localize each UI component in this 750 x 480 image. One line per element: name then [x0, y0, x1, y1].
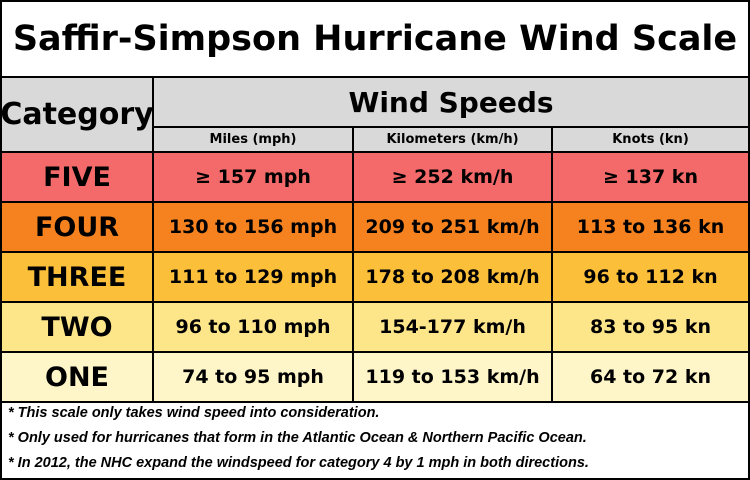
mph-value: 96 to 110 mph	[154, 303, 354, 353]
kn-value: 64 to 72 kn	[553, 353, 748, 403]
mph-value: ≥ 157 mph	[154, 153, 354, 203]
kn-value: 113 to 136 kn	[553, 203, 748, 253]
page-title: Saffir-Simpson Hurricane Wind Scale	[2, 2, 748, 78]
unit-header-kmh: Kilometers (km/h)	[354, 128, 553, 153]
category-label: THREE	[2, 253, 154, 303]
footnotes: * This scale only takes wind speed into …	[2, 403, 748, 478]
category-label: FIVE	[2, 153, 154, 203]
table-row: FOUR 130 to 156 mph 209 to 251 km/h 113 …	[2, 203, 748, 253]
kn-value: 96 to 112 kn	[553, 253, 748, 303]
kmh-value: 119 to 153 km/h	[354, 353, 553, 403]
mph-value: 130 to 156 mph	[154, 203, 354, 253]
mph-value: 74 to 95 mph	[154, 353, 354, 403]
footnote: * This scale only takes wind speed into …	[8, 405, 380, 421]
category-header: Category	[0, 78, 154, 153]
kmh-value: ≥ 252 km/h	[354, 153, 553, 203]
kmh-value: 209 to 251 km/h	[354, 203, 553, 253]
table-row: TWO 96 to 110 mph 154-177 km/h 83 to 95 …	[2, 303, 748, 353]
table-row: FIVE ≥ 157 mph ≥ 252 km/h ≥ 137 kn	[2, 153, 748, 203]
mph-value: 111 to 129 mph	[154, 253, 354, 303]
kn-value: ≥ 137 kn	[553, 153, 748, 203]
footnote: * In 2012, the NHC expand the windspeed …	[8, 455, 589, 471]
kn-value: 83 to 95 kn	[553, 303, 748, 353]
category-label: ONE	[2, 353, 154, 403]
units-header-row: Miles (mph) Kilometers (km/h) Knots (kn)	[154, 128, 748, 153]
category-label: FOUR	[2, 203, 154, 253]
unit-header-mph: Miles (mph)	[154, 128, 354, 153]
unit-header-kn: Knots (kn)	[553, 128, 748, 153]
wind-speeds-header: Wind Speeds	[154, 78, 748, 128]
table-row: THREE 111 to 129 mph 178 to 208 km/h 96 …	[2, 253, 748, 303]
kmh-value: 154-177 km/h	[354, 303, 553, 353]
table-row: ONE 74 to 95 mph 119 to 153 km/h 64 to 7…	[2, 353, 748, 403]
kmh-value: 178 to 208 km/h	[354, 253, 553, 303]
footnote: * Only used for hurricanes that form in …	[8, 430, 587, 446]
category-label: TWO	[2, 303, 154, 353]
